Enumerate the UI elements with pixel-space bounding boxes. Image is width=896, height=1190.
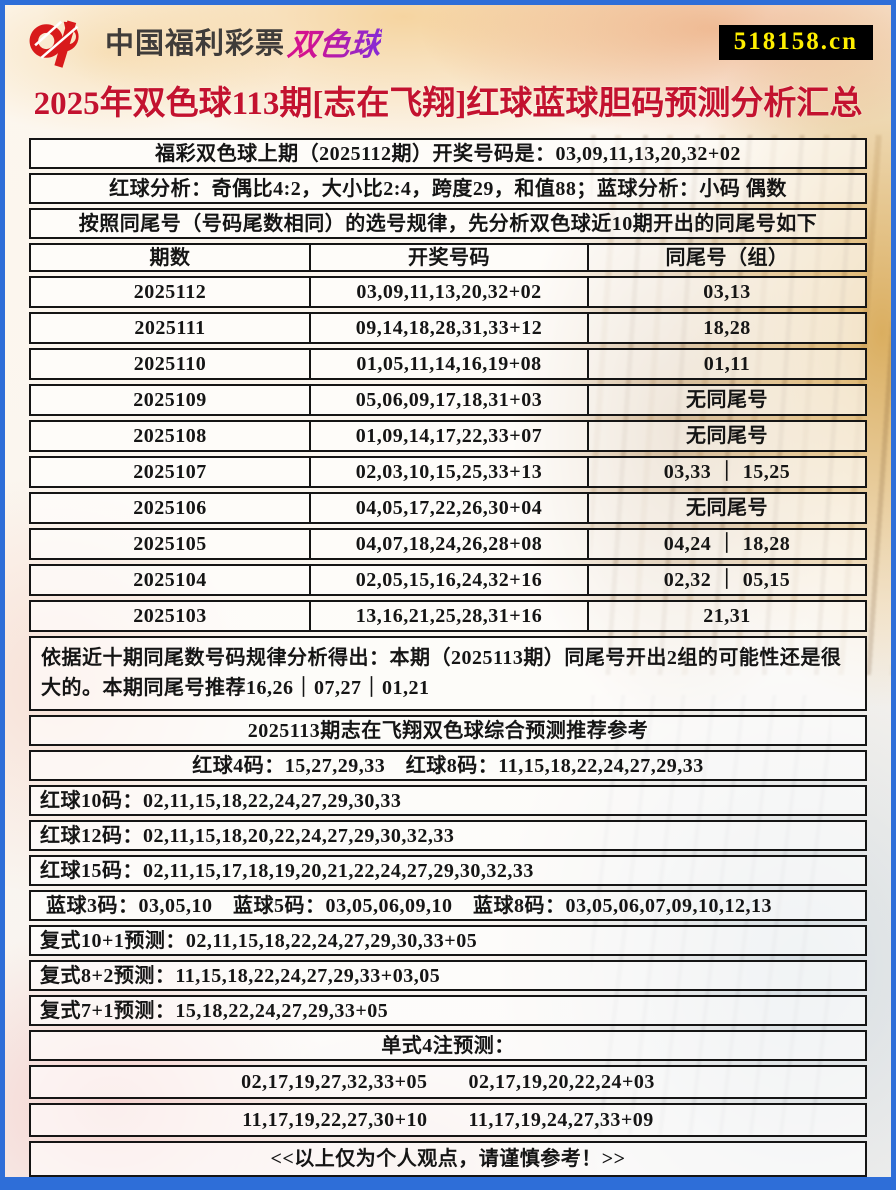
last-draw-row: 福彩双色球上期（2025112期）开奖号码是：03,09,11,13,20,32… [29, 138, 867, 169]
same-tail-cell: 03,33 ｜ 15,25 [587, 458, 865, 486]
numbers-cell: 02,03,10,15,25,33+13 [309, 458, 587, 486]
numbers-cell: 02,05,15,16,24,32+16 [309, 566, 587, 594]
history-row: 2025104 02,05,15,16,24,32+16 02,32 ｜ 05,… [29, 564, 867, 596]
history-row: 2025111 09,14,18,28,31,33+12 18,28 [29, 312, 867, 344]
brand-product-text: 双色球 [286, 19, 384, 64]
china-welfare-lottery-logo-icon [29, 20, 79, 68]
brand-text: 中国福利彩票 [105, 28, 286, 60]
fushi-10-1-row: 复式10+1预测：02,11,15,18,22,24,27,29,30,33+0… [29, 925, 867, 956]
history-row: 2025106 04,05,17,22,26,30+04 无同尾号 [29, 492, 867, 524]
same-tail-cell: 01,11 [587, 350, 865, 378]
same-tail-cell: 04,24 ｜ 18,28 [587, 530, 865, 558]
history-row: 2025107 02,03,10,15,25,33+13 03,33 ｜ 15,… [29, 456, 867, 488]
same-tail-cell: 03,13 [587, 278, 865, 306]
blue-codes-row: 蓝球3码：03,05,10 蓝球5码：03,05,06,09,10 蓝球8码：0… [29, 890, 867, 921]
fushi-8-2-row: 复式8+2预测：11,15,18,22,24,27,29,33+03,05 [29, 960, 867, 991]
col-header-same-tail: 同尾号（组） [587, 245, 865, 270]
analysis-row: 红球分析：奇偶比4:2，大小比2:4，跨度29，和值88；蓝球分析：小码 偶数 [29, 173, 867, 204]
disclaimer-row: <<以上仅为个人观点，请谨慎参考！>> [29, 1141, 867, 1177]
single-predictions-row-2: 11,17,19,22,27,30+10 11,17,19,24,27,33+0… [29, 1103, 867, 1137]
numbers-cell: 04,05,17,22,26,30+04 [309, 494, 587, 522]
numbers-cell: 13,16,21,25,28,31+16 [309, 602, 587, 630]
history-row: 2025109 05,06,09,17,18,31+03 无同尾号 [29, 384, 867, 416]
numbers-cell: 04,07,18,24,26,28+08 [309, 530, 587, 558]
period-cell: 2025109 [133, 389, 207, 411]
red-12-row: 红球12码：02,11,15,18,20,22,24,27,29,30,32,3… [29, 820, 867, 851]
red-4-8-row: 红球4码：15,27,29,33 红球8码：11,15,18,22,24,27,… [29, 750, 867, 781]
site-url-badge[interactable]: 518158.cn [718, 24, 873, 60]
prediction-sheet: 福彩双色球上期（2025112期）开奖号码是：03,09,11,13,20,32… [29, 138, 867, 1177]
period-cell: 2025110 [133, 353, 207, 375]
history-header-row: 期数 开奖号码 同尾号（组） [29, 243, 867, 272]
period-cell: 2025106 [133, 497, 207, 519]
same-tail-cell: 18,28 [587, 314, 865, 342]
rule-row: 按照同尾号（号码尾数相同）的选号规律，先分析双色球近10期开出的同尾号如下 [29, 208, 867, 239]
same-tail-cell: 无同尾号 [587, 422, 865, 450]
history-row: 2025110 01,05,11,14,16,19+08 01,11 [29, 348, 867, 380]
numbers-cell: 09,14,18,28,31,33+12 [309, 314, 587, 342]
page-title: 2025年双色球113期[志在飞翔]红球蓝球胆码预测分析汇总 [33, 86, 863, 122]
red-15-row: 红球15码：02,11,15,17,18,19,20,21,22,24,27,2… [29, 855, 867, 886]
fushi-7-1-row: 复式7+1预测：15,18,22,24,27,29,33+05 [29, 995, 867, 1026]
same-tail-cell: 02,32 ｜ 05,15 [587, 566, 865, 594]
period-cell: 2025108 [133, 425, 207, 447]
same-tail-cell: 无同尾号 [587, 386, 865, 414]
red-10-row: 红球10码：02,11,15,18,22,24,27,29,30,33 [29, 785, 867, 816]
single-title-row: 单式4注预测： [29, 1030, 867, 1061]
recommend-title-row: 2025113期志在飞翔双色球综合预测推荐参考 [29, 715, 867, 746]
col-header-period: 期数 [149, 246, 191, 269]
period-cell: 2025103 [133, 605, 207, 627]
period-cell: 2025111 [134, 317, 206, 339]
top-banner: 中国福利彩票 双色球 518158.cn [5, 5, 891, 68]
period-cell: 2025112 [133, 281, 207, 303]
numbers-cell: 01,09,14,17,22,33+07 [309, 422, 587, 450]
history-row: 2025103 13,16,21,25,28,31+16 21,31 [29, 600, 867, 632]
history-row: 2025105 04,07,18,24,26,28+08 04,24 ｜ 18,… [29, 528, 867, 560]
history-row: 2025108 01,09,14,17,22,33+07 无同尾号 [29, 420, 867, 452]
period-cell: 2025105 [133, 533, 207, 555]
single-predictions-row-1: 02,17,19,27,32,33+05 02,17,19,20,22,24+0… [29, 1065, 867, 1099]
period-cell: 2025107 [133, 461, 207, 483]
numbers-cell: 05,06,09,17,18,31+03 [309, 386, 587, 414]
col-header-numbers: 开奖号码 [309, 245, 587, 270]
same-tail-cell: 无同尾号 [587, 494, 865, 522]
numbers-cell: 01,05,11,14,16,19+08 [309, 350, 587, 378]
conclusion-row: 依据近十期同尾数号码规律分析得出：本期（2025113期）同尾号开出2组的可能性… [29, 636, 867, 711]
numbers-cell: 03,09,11,13,20,32+02 [309, 278, 587, 306]
period-cell: 2025104 [133, 569, 207, 591]
same-tail-cell: 21,31 [587, 602, 865, 630]
history-row: 2025112 03,09,11,13,20,32+02 03,13 [29, 276, 867, 308]
